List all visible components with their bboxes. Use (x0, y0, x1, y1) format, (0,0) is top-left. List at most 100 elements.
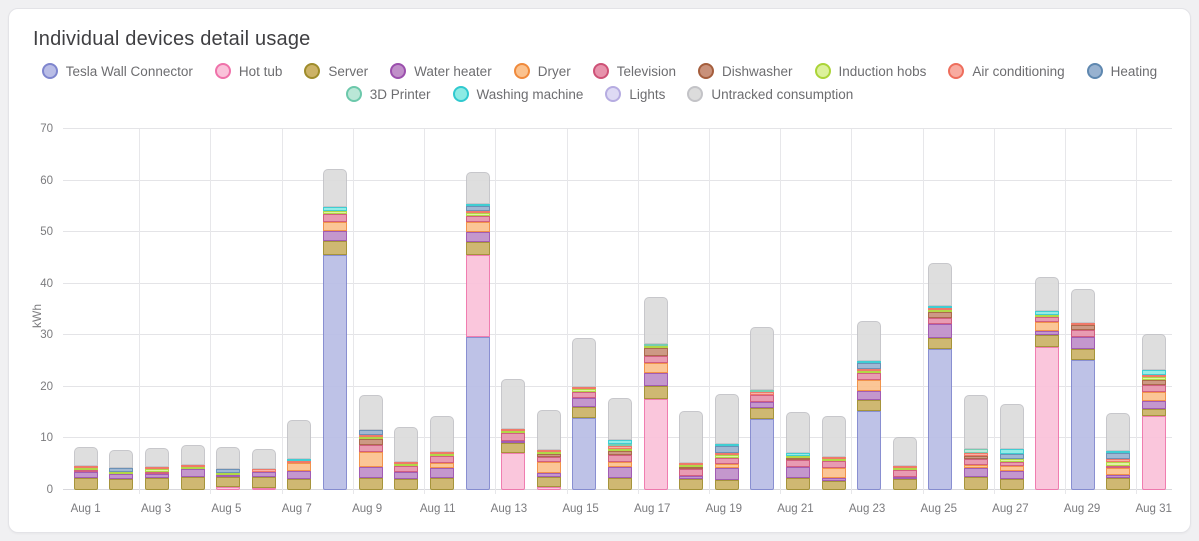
segment-air-conditioning (1106, 459, 1131, 462)
x-axis: Aug 1 Aug 3 Aug 5 Aug 7 Aug 9 Aug 11 Aug 13 Aug… (68, 496, 1172, 515)
gridline-vertical (424, 129, 426, 494)
segment-television (73, 469, 98, 472)
x-tick-label-aug-11: Aug 11 (419, 503, 456, 515)
x-tick-label-aug-4 (174, 496, 209, 515)
y-tick-label: 30 (40, 329, 53, 342)
segment-water-heater (323, 231, 348, 242)
segment-air-conditioning (180, 465, 205, 468)
legend-item-water-heater[interactable]: Water heater (390, 63, 492, 79)
x-tick-label-aug-14 (527, 496, 562, 515)
segment-server (857, 400, 882, 411)
segment-dryer (323, 221, 348, 232)
segment-server (643, 386, 668, 399)
segment-untracked-consumption (216, 447, 241, 470)
gridline-vertical (281, 129, 283, 494)
x-tick-label-aug-30 (1100, 496, 1135, 515)
gridline-horizontal (63, 179, 1172, 181)
segment-dishwasher (536, 454, 561, 457)
gridline-vertical (566, 129, 568, 494)
segment-server (251, 476, 276, 488)
segment-television (892, 470, 917, 477)
bar-aug-5 (216, 447, 241, 490)
legend-item-label: Water heater (414, 63, 492, 79)
y-axis-unit-label: kWh (30, 304, 44, 328)
legend-swatch-icon (687, 86, 704, 102)
bar-slot-aug-5 (210, 129, 246, 490)
segment-washing-machine (1035, 311, 1060, 315)
segment-television (429, 456, 454, 463)
segment-induction-hobs (180, 467, 205, 470)
legend-item-hot-tub[interactable]: Hot tub (214, 63, 282, 79)
x-tick-label-aug-3: Aug 3 (140, 503, 171, 515)
segment-untracked-consumption (643, 296, 668, 344)
legend-swatch-icon (345, 86, 362, 102)
segment-air-conditioning (536, 450, 561, 453)
segment-water-heater (964, 467, 989, 478)
legend-item-lights[interactable]: Lights (605, 86, 665, 102)
segment-dryer (964, 465, 989, 468)
segment-air-conditioning (145, 467, 170, 470)
bar-slot-aug-31 (1136, 129, 1172, 490)
legend-item-label: Air conditioning (972, 63, 1065, 79)
segment-dryer (1142, 392, 1167, 401)
segment-dishwasher (1142, 380, 1167, 385)
legend-item-server[interactable]: Server (304, 63, 368, 79)
segment-hot-tub (251, 488, 276, 490)
segment-air-conditioning (501, 428, 526, 431)
legend-item-dishwasher[interactable]: Dishwasher (697, 63, 793, 79)
bar-slot-aug-28 (1029, 129, 1065, 490)
segment-3d-printer (643, 343, 668, 346)
bar-aug-21 (785, 411, 810, 490)
segment-heating (999, 453, 1024, 460)
legend-item-tesla-wall-connector[interactable]: Tesla Wall Connector (41, 63, 193, 79)
legend-item-dryer[interactable]: Dryer (513, 63, 571, 79)
segment-air-conditioning (73, 465, 98, 468)
segment-air-conditioning (358, 434, 383, 437)
segment-3d-printer (607, 444, 632, 447)
legend-item-label: Washing machine (476, 86, 584, 102)
legend-item-washing-machine[interactable]: Washing machine (452, 86, 584, 102)
legend-item-induction-hobs[interactable]: Induction hobs (814, 63, 926, 79)
bar-slot-aug-22 (816, 129, 852, 490)
segment-hot-tub (643, 398, 668, 490)
legend-item-3d-printer[interactable]: 3D Printer (345, 86, 431, 102)
segment-dishwasher (964, 456, 989, 459)
segment-server (1070, 349, 1095, 361)
segment-television (1070, 329, 1095, 337)
bar-slot-aug-30 (1101, 129, 1137, 490)
legend-item-heating[interactable]: Heating (1086, 63, 1157, 79)
y-tick-label: 60 (40, 174, 53, 187)
segment-induction-hobs (1106, 461, 1131, 467)
segment-server (323, 241, 348, 255)
segment-water-heater (465, 231, 490, 242)
legend-item-untracked-consumption[interactable]: Untracked consumption (687, 86, 853, 102)
legend-swatch-icon (1086, 63, 1103, 79)
segment-air-conditioning (394, 462, 419, 465)
segment-water-heater (714, 467, 739, 480)
segment-water-heater (643, 372, 668, 387)
gridline-horizontal (63, 231, 1172, 233)
legend-item-television[interactable]: Television (592, 63, 676, 79)
legend-swatch-icon (697, 63, 714, 79)
bar-slot-aug-2 (104, 129, 140, 490)
segment-water-heater (251, 471, 276, 477)
bar-slot-aug-15 (567, 129, 603, 490)
legend-item-air-conditioning[interactable]: Air conditioning (948, 63, 1065, 79)
segment-water-heater (1035, 331, 1060, 336)
bar-slot-aug-21 (780, 129, 816, 490)
bar-slot-aug-3 (139, 129, 175, 490)
bar-slot-aug-10 (388, 129, 424, 490)
segment-server (394, 478, 419, 490)
segment-dryer (714, 463, 739, 468)
segment-untracked-consumption (429, 416, 454, 453)
x-tick-label-aug-26 (957, 496, 992, 515)
segment-server (607, 477, 632, 490)
segment-air-conditioning (1070, 322, 1095, 325)
bar-slot-aug-6 (246, 129, 282, 490)
segment-heating (465, 206, 490, 211)
bar-slot-aug-1 (68, 129, 104, 490)
segment-server (180, 477, 205, 490)
segment-induction-hobs (501, 430, 526, 433)
legend-swatch-icon (41, 63, 58, 79)
segment-water-heater (109, 474, 134, 479)
